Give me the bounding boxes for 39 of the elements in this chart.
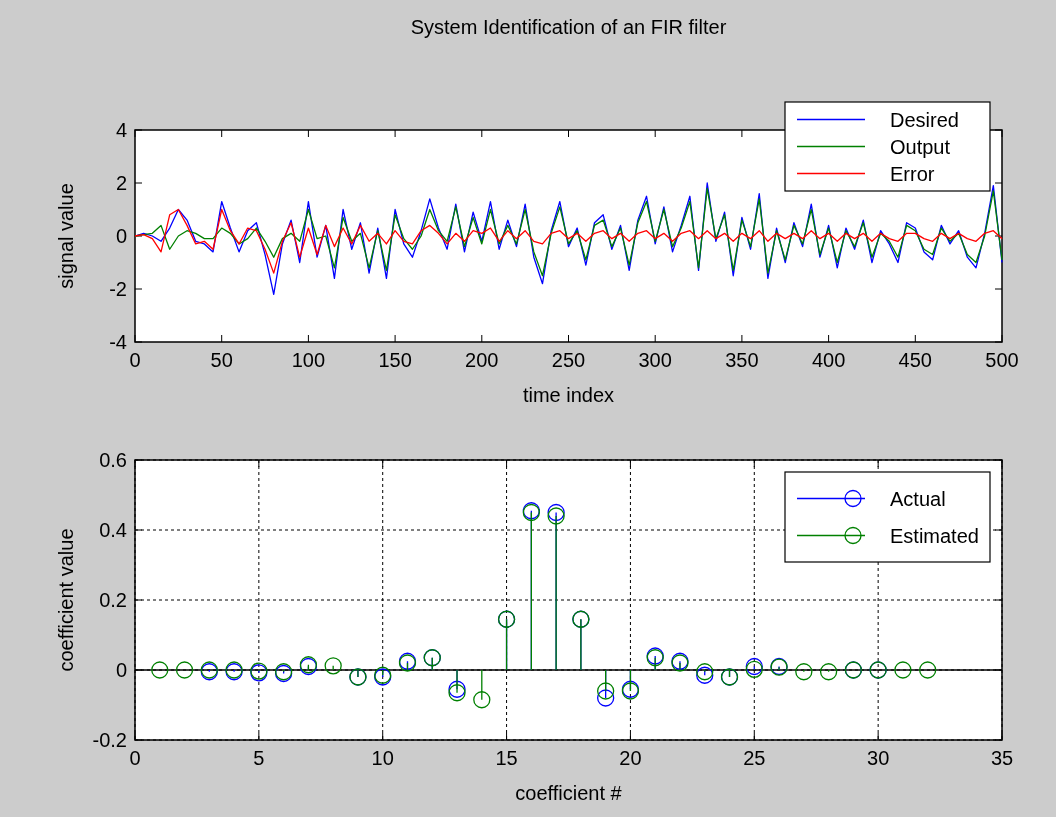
y-tick-label: 0.6 (99, 449, 127, 471)
x-tick-label: 150 (378, 349, 412, 371)
x-tick-label: 0 (129, 349, 141, 371)
y-tick-label: 0 (115, 659, 127, 681)
chart-title: System Identification of an FIR filter (410, 16, 727, 38)
x-tick-label: 30 (867, 747, 890, 769)
legend-label: Estimated (890, 524, 979, 547)
y-tick-label: -4 (109, 331, 127, 353)
x-tick-label: 400 (811, 349, 846, 371)
legend-label: Actual (890, 487, 946, 510)
y-tick-label: 2 (115, 172, 127, 194)
legend-label: Error (890, 162, 935, 185)
y-tick-label: 0.4 (99, 519, 127, 541)
x-tick-label: 10 (371, 747, 394, 769)
x-tick-label: 250 (551, 349, 586, 371)
x-axis-title: time index (522, 384, 615, 406)
x-tick-label: 300 (638, 349, 672, 371)
x-tick-label: 50 (210, 349, 233, 371)
y-tick-label: -2 (109, 278, 127, 300)
legend-label: Desired (890, 108, 959, 131)
y-tick-label: -0.2 (92, 729, 127, 751)
x-tick-label: 200 (465, 349, 499, 371)
x-tick-label: 450 (898, 349, 932, 371)
x-tick-label: 5 (253, 747, 265, 769)
x-tick-label: 0 (129, 747, 141, 769)
x-tick-label: 350 (725, 349, 759, 371)
y-tick-label: 0.2 (99, 589, 127, 611)
x-tick-label: 25 (743, 747, 766, 769)
y-tick-label: 4 (115, 119, 127, 141)
legend-label: Output (890, 135, 951, 158)
x-tick-label: 15 (495, 747, 518, 769)
x-tick-label: 500 (985, 349, 1019, 371)
x-tick-label: 100 (291, 349, 326, 371)
y-axis-title: signal value (55, 183, 77, 289)
y-tick-label: 0 (115, 225, 127, 247)
y-axis-title: coefficient value (55, 528, 77, 672)
x-tick-label: 20 (619, 747, 642, 769)
x-axis-title: coefficient # (515, 782, 623, 804)
x-tick-label: 35 (990, 747, 1014, 769)
